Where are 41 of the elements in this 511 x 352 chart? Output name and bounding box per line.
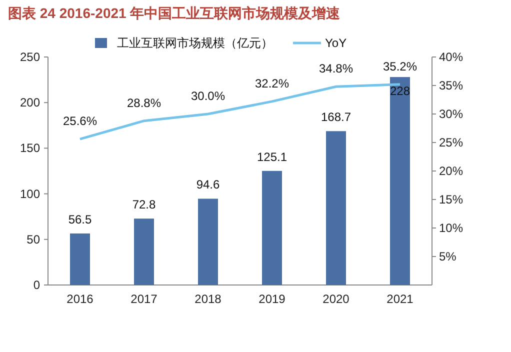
y2-tick-label: 40%	[439, 50, 464, 64]
y-tick-label: 0	[33, 278, 40, 292]
x-tick-label: 2016	[66, 292, 94, 306]
bar	[198, 198, 218, 285]
bar	[326, 131, 346, 285]
chart-title: 图表 24 2016-2021 年中国工业互联网市场规模及增速	[8, 5, 342, 21]
y-tick-label: 200	[20, 96, 40, 110]
x-tick-label: 2019	[258, 292, 286, 306]
y2-tick-label: 25%	[439, 136, 464, 150]
y2-tick-label: 35%	[439, 78, 464, 92]
data-label: 125.1	[256, 150, 288, 164]
y-tick-label: 100	[20, 186, 40, 201]
x-tick-label: 2018	[194, 292, 222, 306]
bar	[262, 170, 282, 285]
data-label: 25.6%	[62, 114, 98, 128]
bar	[134, 218, 154, 285]
data-label: 168.7	[320, 110, 352, 124]
data-label: 72.8	[132, 198, 156, 212]
legend-label: YoY	[325, 36, 347, 50]
legend-label: 工业互联网市场规模（亿元）	[117, 36, 273, 50]
bar	[390, 77, 410, 285]
y-tick-label: 150	[20, 141, 40, 156]
data-label: 34.8%	[318, 62, 354, 76]
y-tick-label: 250	[20, 50, 40, 64]
y2-tick-label: 5%	[439, 250, 457, 264]
data-label: 94.6	[196, 178, 220, 192]
x-tick-label: 2020	[322, 292, 350, 306]
x-tick-label: 2017	[130, 292, 158, 306]
y2-tick-label: 10%	[439, 221, 464, 235]
bar	[70, 233, 90, 285]
data-label: 28.8%	[126, 96, 162, 110]
data-label: 56.5	[68, 212, 92, 226]
y2-tick-label: 15%	[439, 192, 464, 206]
data-label: 228	[390, 84, 410, 98]
data-label: 30.0%	[190, 89, 226, 103]
data-label: 32.2%	[254, 76, 290, 90]
y2-tick-label: 30%	[439, 107, 464, 121]
y-tick-label: 50	[26, 232, 40, 246]
y2-tick-label: 20%	[439, 164, 464, 178]
data-label: 35.2%	[382, 59, 418, 74]
x-tick-label: 2021	[386, 292, 414, 306]
